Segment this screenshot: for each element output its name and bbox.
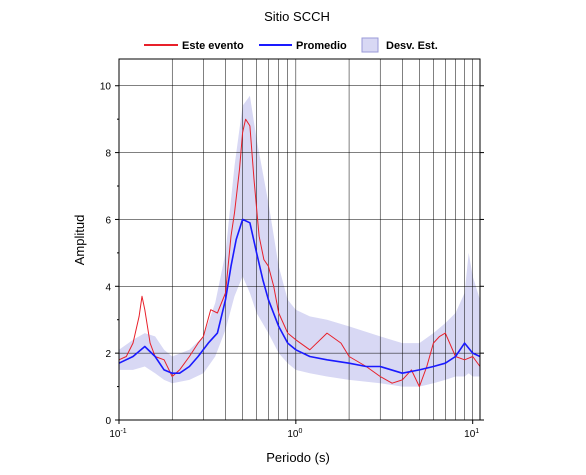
y-tick-label: 8 bbox=[105, 149, 111, 160]
x-tick-label: 100 bbox=[287, 428, 302, 440]
legend-label-std: Desv. Est. bbox=[386, 40, 438, 52]
x-tick-label: 101 bbox=[464, 428, 479, 440]
legend-label-event: Este evento bbox=[182, 40, 244, 52]
mean-line bbox=[118, 218, 481, 375]
chart-title: Sitio SCCH bbox=[264, 9, 330, 24]
event-line bbox=[118, 118, 481, 388]
y-tick-label: 4 bbox=[105, 282, 111, 293]
legend-swatch-std bbox=[361, 37, 379, 53]
y-tick-label: 2 bbox=[105, 349, 111, 360]
plot-frame bbox=[118, 58, 481, 421]
legend-label-mean: Promedio bbox=[296, 40, 347, 52]
plot-area: 0 2 4 6 8 10 10-1 100 101 bbox=[100, 58, 484, 440]
y-tick-label: 0 bbox=[105, 416, 111, 427]
x-axis-label: Periodo (s) bbox=[266, 450, 330, 465]
y-axis-label: Amplitud bbox=[72, 215, 87, 266]
y-tick-label: 10 bbox=[100, 82, 112, 93]
x-tick-label: 10-1 bbox=[109, 428, 126, 440]
legend: Este evento Promedio Desv. Est. bbox=[144, 37, 438, 53]
y-tick-label: 6 bbox=[105, 215, 111, 226]
